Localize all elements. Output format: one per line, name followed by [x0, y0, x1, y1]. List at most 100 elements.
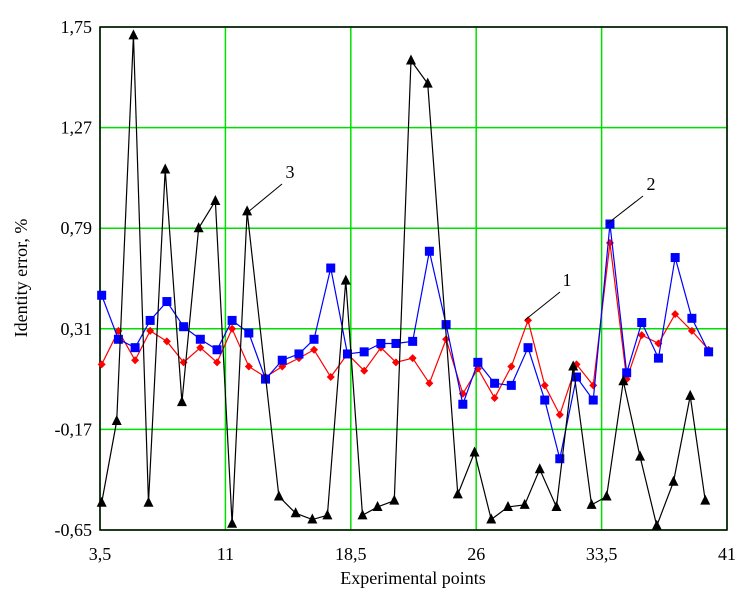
marker — [244, 362, 253, 371]
marker — [342, 349, 352, 359]
marker — [671, 310, 680, 319]
marker — [441, 320, 451, 330]
marker — [408, 354, 417, 363]
marker — [502, 500, 513, 511]
marker — [376, 338, 386, 348]
marker — [637, 331, 646, 340]
marker — [555, 454, 565, 464]
y-tick-label: 0,79 — [61, 218, 93, 238]
marker — [519, 498, 530, 509]
marker — [97, 290, 107, 300]
plot-frame — [99, 26, 728, 531]
series-line — [101, 35, 706, 528]
marker — [228, 324, 237, 333]
marker — [670, 253, 680, 263]
marker — [588, 395, 598, 405]
marker — [490, 378, 500, 388]
marker — [651, 519, 662, 530]
marker — [622, 368, 632, 378]
marker — [601, 490, 612, 501]
series-line — [101, 242, 710, 417]
marker — [408, 336, 418, 346]
marker — [310, 345, 319, 354]
marker — [277, 355, 287, 365]
marker — [422, 77, 433, 88]
marker — [687, 326, 696, 335]
x-axis-label: Experimental points — [340, 568, 485, 588]
marker — [210, 194, 221, 205]
marker — [193, 222, 204, 233]
marker — [196, 343, 205, 352]
marker — [212, 345, 222, 355]
marker — [326, 263, 336, 273]
annotation-leader — [247, 183, 283, 213]
marker — [490, 393, 499, 402]
marker — [97, 360, 106, 369]
marker — [273, 490, 284, 501]
marker — [540, 395, 550, 405]
marker — [160, 163, 171, 174]
marker — [143, 496, 154, 507]
marker — [700, 494, 711, 505]
marker — [540, 381, 549, 390]
marker — [227, 517, 238, 528]
marker — [458, 399, 468, 409]
marker — [130, 343, 140, 353]
marker — [176, 396, 187, 407]
y-tick-label: -0,65 — [55, 520, 93, 540]
marker — [294, 349, 304, 359]
marker — [425, 379, 434, 388]
marker — [372, 500, 383, 511]
marker — [242, 205, 253, 216]
marker — [555, 410, 564, 419]
marker — [195, 334, 205, 344]
marker — [534, 463, 545, 474]
y-tick-label: 1,75 — [61, 17, 93, 37]
marker — [452, 488, 463, 499]
x-tick-label: 3,5 — [89, 544, 112, 564]
marker — [162, 337, 171, 346]
marker — [213, 358, 222, 367]
marker — [391, 358, 400, 367]
marker — [326, 373, 335, 382]
x-tick-label: 41 — [718, 544, 736, 564]
marker — [685, 389, 696, 400]
y-tick-label: 1,27 — [61, 118, 93, 138]
annotation-label: 3 — [286, 162, 295, 182]
marker — [523, 343, 533, 353]
marker — [113, 334, 123, 344]
y-axis-label: Identity error, % — [11, 219, 31, 338]
marker — [309, 334, 319, 344]
marker — [568, 360, 579, 371]
marker — [653, 353, 663, 363]
marker — [179, 322, 189, 332]
marker — [668, 475, 679, 486]
marker — [507, 362, 516, 371]
x-tick-label: 33,5 — [586, 544, 618, 564]
x-tick-label: 18,5 — [335, 544, 367, 564]
marker — [96, 496, 107, 507]
marker — [145, 315, 155, 325]
marker — [162, 297, 172, 307]
marker — [307, 513, 318, 524]
marker — [131, 356, 140, 365]
marker — [111, 415, 122, 426]
marker — [551, 500, 562, 511]
marker — [244, 328, 254, 338]
marker — [486, 513, 497, 524]
marker — [469, 446, 480, 457]
marker — [424, 246, 434, 256]
marker — [322, 509, 333, 520]
marker — [524, 316, 533, 325]
y-tick-label: 0,31 — [61, 319, 93, 339]
marker — [340, 274, 351, 285]
marker — [290, 507, 301, 518]
marker — [146, 326, 155, 335]
annotation-leader — [524, 291, 561, 321]
marker — [359, 347, 369, 357]
marker — [128, 29, 139, 40]
marker — [687, 313, 697, 323]
marker — [506, 380, 516, 390]
marker — [473, 357, 483, 367]
marker — [391, 338, 401, 348]
